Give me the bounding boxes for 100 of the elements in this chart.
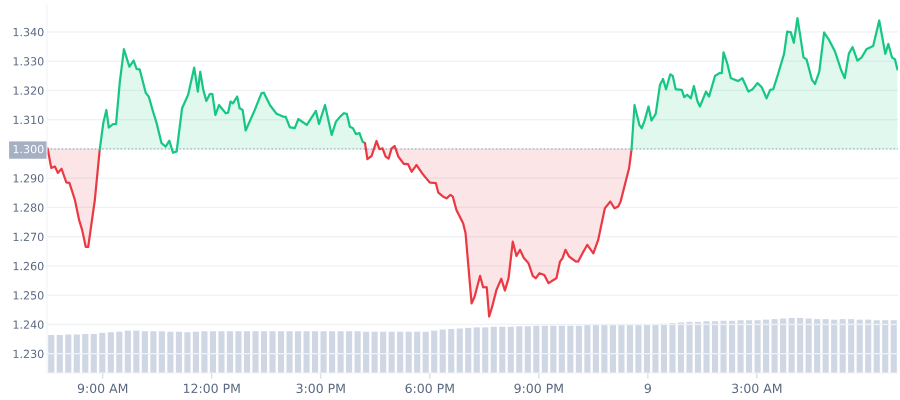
bar — [192, 332, 199, 373]
y-tick-label: 1.280 — [14, 203, 44, 212]
bar — [116, 332, 122, 373]
bar — [703, 321, 710, 373]
y-tick-label: 1.250 — [14, 291, 44, 300]
y-tick-label: 1.270 — [14, 232, 44, 242]
bar — [48, 335, 54, 373]
bar — [414, 332, 420, 373]
y-tick-label: 1.340 — [14, 28, 44, 36]
bar — [372, 332, 378, 373]
bar — [652, 324, 659, 373]
y-tick-label: 1.310 — [14, 116, 44, 124]
bar — [363, 332, 370, 373]
bar — [56, 335, 63, 373]
bar — [678, 322, 684, 373]
bar — [133, 330, 140, 373]
y-tick-label: 1.330 — [14, 57, 44, 66]
bar — [814, 319, 820, 373]
x-tick-label: 3:00 AM — [732, 384, 782, 394]
bar — [874, 320, 880, 373]
bar — [406, 332, 412, 373]
bar — [524, 326, 531, 373]
bar — [422, 332, 429, 373]
bar — [150, 331, 156, 373]
bar — [354, 331, 361, 373]
bar — [746, 320, 752, 373]
bar — [388, 332, 395, 373]
bar — [712, 321, 718, 373]
bar — [890, 320, 897, 373]
bar — [269, 331, 276, 373]
bar — [694, 322, 702, 373]
bar — [550, 326, 556, 373]
y-tick-label: 1.320 — [14, 86, 44, 95]
bar — [542, 326, 548, 373]
bar — [260, 331, 268, 373]
bar — [865, 320, 872, 373]
bar — [728, 320, 736, 373]
bar — [252, 331, 259, 373]
y-tick-label: 1.230 — [14, 350, 44, 358]
bar — [618, 325, 624, 373]
bar — [499, 326, 506, 373]
x-tick-label: 6:00 PM — [405, 384, 454, 394]
bar — [244, 331, 250, 373]
bar — [456, 328, 463, 373]
bar — [788, 318, 795, 373]
bar — [338, 331, 344, 373]
bar — [576, 326, 582, 373]
bar — [610, 325, 616, 373]
bar — [201, 331, 208, 373]
bar — [856, 320, 863, 373]
bar — [474, 327, 480, 373]
x-tick-label: 9:00 AM — [78, 384, 128, 394]
y-tick-label: 1.290 — [14, 174, 44, 183]
bar — [397, 332, 404, 373]
bar — [286, 331, 293, 373]
bar — [346, 331, 352, 373]
y-tick-label: 1.240 — [14, 320, 44, 329]
bar — [660, 324, 668, 373]
bar — [780, 318, 786, 373]
bar — [797, 318, 804, 373]
x-tick-label: 3:00 PM — [296, 384, 345, 394]
bar — [226, 331, 234, 373]
bar — [158, 331, 165, 373]
bar — [312, 331, 318, 373]
bar — [440, 330, 446, 373]
bar — [167, 332, 174, 373]
x-tick-label: 12:00 PM — [184, 384, 240, 394]
bar — [490, 326, 497, 373]
bar — [516, 326, 522, 373]
bar — [567, 326, 574, 373]
bar — [508, 326, 514, 373]
bar — [294, 331, 302, 373]
bar — [218, 331, 225, 373]
bar — [142, 331, 148, 373]
bar — [669, 322, 676, 373]
bar — [303, 331, 310, 373]
bar — [806, 318, 812, 373]
bar — [592, 325, 599, 373]
bar — [465, 328, 472, 373]
bar — [601, 325, 608, 373]
bar — [822, 319, 829, 373]
bar — [108, 332, 114, 373]
bar — [380, 332, 386, 373]
bar — [329, 331, 336, 373]
bar — [65, 334, 72, 373]
bar — [686, 322, 693, 373]
bar — [738, 320, 744, 373]
bar — [184, 332, 190, 373]
bar — [235, 331, 242, 373]
bar — [882, 320, 888, 373]
bar — [431, 330, 438, 373]
bar — [772, 319, 778, 373]
bar — [626, 325, 633, 373]
bar — [840, 319, 846, 373]
bar — [763, 320, 770, 373]
bar — [482, 327, 488, 373]
bar — [848, 319, 854, 373]
bar — [74, 334, 80, 373]
bar — [558, 326, 565, 373]
bar — [720, 320, 727, 373]
